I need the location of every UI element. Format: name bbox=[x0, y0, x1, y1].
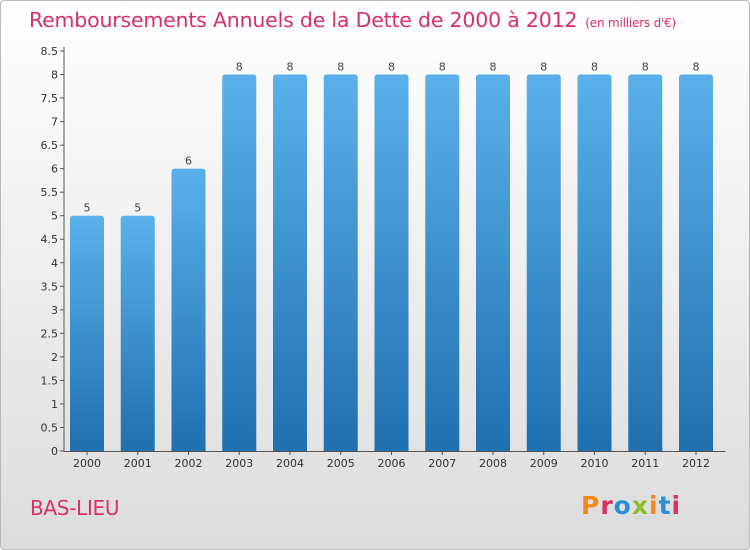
bar-2012 bbox=[679, 74, 713, 451]
y-tick-label: 8 bbox=[51, 69, 58, 82]
logo-letter: x bbox=[631, 491, 649, 520]
y-tick-label: 3 bbox=[51, 304, 58, 317]
y-tick-label: 7.5 bbox=[41, 92, 59, 105]
bar-2011 bbox=[628, 74, 663, 451]
data-label-2001: 5 bbox=[134, 202, 141, 215]
bar-2004 bbox=[273, 74, 307, 451]
commune-name: BAS-LIEU bbox=[30, 496, 120, 520]
data-label-2008: 8 bbox=[490, 61, 497, 74]
y-tick-label: 1 bbox=[51, 398, 58, 411]
bar-2006 bbox=[374, 74, 409, 451]
x-tick-label-2009: 2009 bbox=[530, 457, 558, 470]
y-tick-label: 4.5 bbox=[41, 233, 59, 246]
x-tick-label-2008: 2008 bbox=[479, 457, 507, 470]
bar-2008 bbox=[476, 74, 510, 451]
y-tick-label: 2 bbox=[51, 351, 58, 364]
bar-2001 bbox=[120, 215, 155, 451]
data-label-2009: 8 bbox=[540, 61, 547, 74]
chart-title-text: Remboursements Annuels de la Dette de 20… bbox=[29, 8, 578, 32]
y-tick-label: 8.5 bbox=[41, 45, 59, 58]
data-label-2002: 6 bbox=[185, 155, 192, 168]
y-tick-label: 3.5 bbox=[41, 280, 59, 293]
logo-letter: P bbox=[581, 491, 601, 520]
y-tick-label: 5 bbox=[51, 210, 58, 223]
logo-letter: t bbox=[658, 491, 672, 520]
logo-letter: i bbox=[649, 491, 659, 520]
y-tick-label: 4 bbox=[51, 257, 58, 270]
data-label-2005: 8 bbox=[337, 61, 344, 74]
x-tick-label-2003: 2003 bbox=[225, 457, 253, 470]
y-tick-label: 1.5 bbox=[41, 374, 59, 387]
chart-bars bbox=[70, 74, 713, 451]
data-label-2000: 5 bbox=[84, 202, 91, 215]
bar-2010 bbox=[577, 74, 612, 451]
bar-2009 bbox=[526, 74, 561, 451]
chart-data-labels: 5 5 6 8 8 8 8 8 8 8 8 8 8 bbox=[84, 61, 700, 215]
data-label-2007: 8 bbox=[439, 61, 446, 74]
x-tick-label-2007: 2007 bbox=[428, 457, 456, 470]
x-tick-label-2000: 2000 bbox=[73, 457, 101, 470]
y-tick-label: 7 bbox=[51, 116, 58, 129]
data-label-2004: 8 bbox=[287, 61, 294, 74]
logo-letter: o bbox=[613, 491, 632, 520]
chart-title: Remboursements Annuels de la Dette de 20… bbox=[29, 8, 676, 32]
bar-2007 bbox=[425, 74, 460, 451]
bar-2003 bbox=[222, 74, 257, 451]
x-tick-label-2002: 2002 bbox=[175, 457, 203, 470]
bar-2000 bbox=[70, 215, 104, 451]
x-tick-label-2004: 2004 bbox=[276, 457, 304, 470]
logo-letter: i bbox=[671, 491, 682, 520]
x-tick-label-2012: 2012 bbox=[682, 457, 710, 470]
y-tick-label: 6.5 bbox=[41, 139, 59, 152]
y-tick-label: 6 bbox=[51, 163, 58, 176]
data-label-2011: 8 bbox=[642, 61, 649, 74]
x-tick-label-2011: 2011 bbox=[631, 457, 659, 470]
data-label-2006: 8 bbox=[388, 61, 395, 74]
data-label-2010: 8 bbox=[591, 61, 598, 74]
data-label-2003: 8 bbox=[236, 61, 243, 74]
chart-axes: 0 0.5 1 1.5 2 2.5 3 3.5 4 4.5 5 5.5 6 6.5 7 7.5 8 8.5 2000… bbox=[41, 45, 726, 470]
y-tick-label: 0.5 bbox=[41, 421, 59, 434]
proxiti-logo: Proxiti bbox=[581, 491, 681, 520]
bar-2002 bbox=[171, 168, 206, 451]
y-tick-label: 0 bbox=[51, 445, 58, 458]
chart-subtitle: (en milliers d'€) bbox=[585, 16, 677, 30]
x-tick-label-2010: 2010 bbox=[581, 457, 609, 470]
bar-2005 bbox=[323, 74, 358, 451]
x-tick-label-2001: 2001 bbox=[124, 457, 152, 470]
y-tick-label: 2.5 bbox=[41, 327, 59, 340]
logo-letter: r bbox=[600, 491, 614, 520]
x-tick-label-2005: 2005 bbox=[327, 457, 355, 470]
y-tick-label: 5.5 bbox=[41, 186, 59, 199]
x-tick-label-2006: 2006 bbox=[378, 457, 406, 470]
data-label-2012: 8 bbox=[693, 61, 700, 74]
